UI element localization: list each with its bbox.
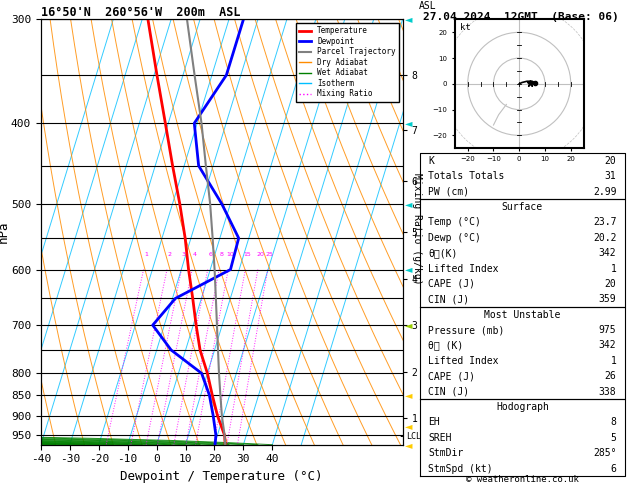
Text: 27.04.2024  12GMT  (Base: 06): 27.04.2024 12GMT (Base: 06) [423,12,619,22]
Text: CIN (J): CIN (J) [428,387,469,397]
Text: ◄: ◄ [405,421,413,431]
Text: CAPE (J): CAPE (J) [428,279,476,289]
Text: 20: 20 [256,252,264,257]
Text: ◄: ◄ [405,440,413,450]
Text: 8: 8 [220,252,223,257]
Text: EH: EH [428,417,440,427]
Text: 10: 10 [226,252,235,257]
Text: 1: 1 [611,356,616,366]
Text: 1: 1 [144,252,148,257]
Text: 2: 2 [167,252,172,257]
Text: Dewp (°C): Dewp (°C) [428,233,481,243]
Text: PW (cm): PW (cm) [428,187,469,196]
Text: 23.7: 23.7 [593,217,616,227]
Text: 338: 338 [599,387,616,397]
Text: LCL: LCL [406,432,421,441]
Text: ◄: ◄ [405,118,413,128]
Text: 1: 1 [611,263,616,274]
Text: ◄: ◄ [405,390,413,400]
Legend: Temperature, Dewpoint, Parcel Trajectory, Dry Adiabat, Wet Adiabat, Isotherm, Mi: Temperature, Dewpoint, Parcel Trajectory… [296,23,399,102]
Text: Most Unstable: Most Unstable [484,310,560,320]
Text: 359: 359 [599,295,616,304]
Text: 6: 6 [208,252,212,257]
Text: ◄: ◄ [405,15,413,24]
Text: StmSpd (kt): StmSpd (kt) [428,464,493,473]
Text: Surface: Surface [502,202,543,212]
Text: Pressure (mb): Pressure (mb) [428,325,504,335]
Text: ◄: ◄ [405,199,413,209]
Text: Temp (°C): Temp (°C) [428,217,481,227]
Text: 15: 15 [243,252,252,257]
Text: 25: 25 [266,252,274,257]
Text: 16°50'N  260°56'W  200m  ASL: 16°50'N 260°56'W 200m ASL [41,6,240,19]
Text: CIN (J): CIN (J) [428,295,469,304]
Text: θᴇ (K): θᴇ (K) [428,341,464,350]
Text: kt: kt [460,23,470,32]
Text: CAPE (J): CAPE (J) [428,371,476,381]
Text: Totals Totals: Totals Totals [428,171,504,181]
Text: 3: 3 [182,252,186,257]
Text: 6: 6 [611,464,616,473]
Text: 342: 342 [599,248,616,258]
Text: 975: 975 [599,325,616,335]
Text: SREH: SREH [428,433,452,443]
Text: © weatheronline.co.uk: © weatheronline.co.uk [465,474,579,484]
Text: θᴇ(K): θᴇ(K) [428,248,458,258]
Text: 26: 26 [604,371,616,381]
Text: Lifted Index: Lifted Index [428,263,499,274]
Text: StmDir: StmDir [428,448,464,458]
Text: Lifted Index: Lifted Index [428,356,499,366]
Text: 5: 5 [611,433,616,443]
Y-axis label: hPa: hPa [0,221,9,243]
Text: ◄: ◄ [405,320,413,330]
Text: 2.99: 2.99 [593,187,616,196]
Text: 20.2: 20.2 [593,233,616,243]
Text: K: K [428,156,434,166]
Text: 285°: 285° [593,448,616,458]
X-axis label: Dewpoint / Temperature (°C): Dewpoint / Temperature (°C) [121,470,323,483]
Text: 342: 342 [599,341,616,350]
Text: 20: 20 [604,156,616,166]
Text: Hodograph: Hodograph [496,402,549,412]
Text: 4: 4 [192,252,197,257]
Text: km
ASL: km ASL [419,0,437,11]
Text: Mixing Ratio (g/kg): Mixing Ratio (g/kg) [412,173,422,284]
Text: 8: 8 [611,417,616,427]
Text: 31: 31 [604,171,616,181]
Text: ◄: ◄ [405,264,413,275]
Text: 20: 20 [604,279,616,289]
